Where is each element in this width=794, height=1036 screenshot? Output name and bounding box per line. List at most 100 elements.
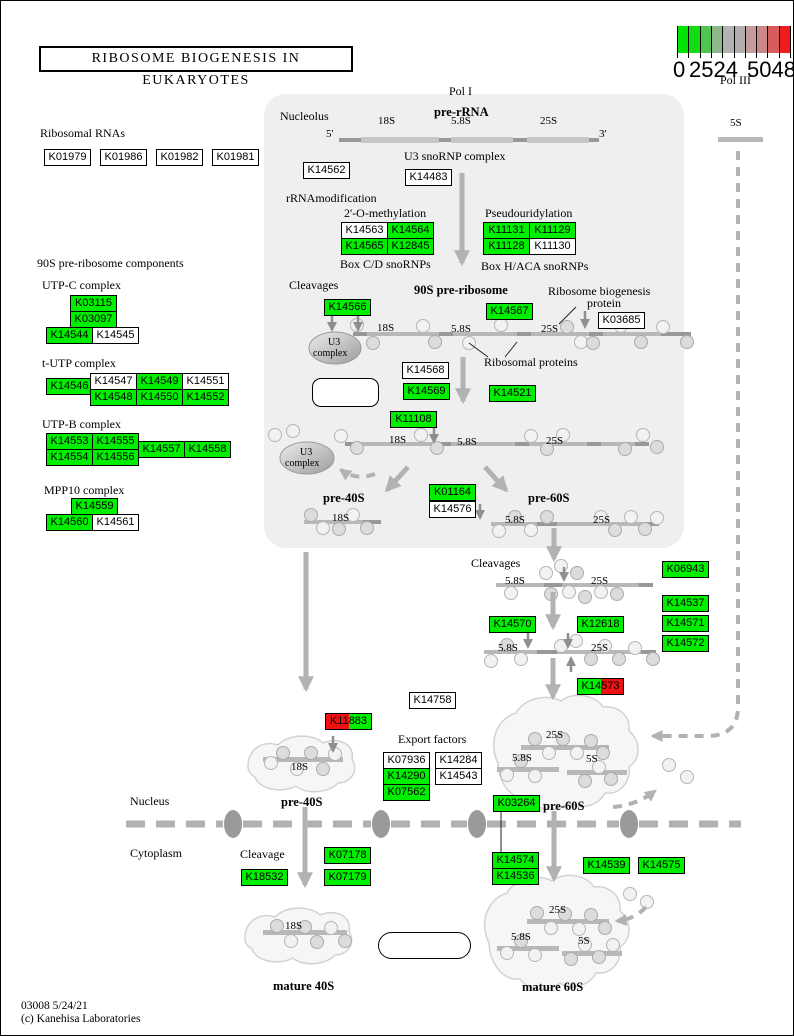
kbox-K14521[interactable]: K14521 <box>489 385 536 402</box>
kbox-K11108[interactable]: K11108 <box>390 411 437 428</box>
kbox-K14571[interactable]: K14571 <box>662 615 709 632</box>
kbox-K14550[interactable]: K14550 <box>136 389 183 406</box>
kbox-K14539[interactable]: K14539 <box>583 857 630 874</box>
ribosomal-protein-circle <box>528 948 542 962</box>
ribosomal-protein-circle <box>316 762 330 776</box>
kbox-K06943[interactable]: K06943 <box>662 561 709 578</box>
kbox-K11883[interactable]: K11883 <box>325 713 372 730</box>
ribosomal-protein-circle <box>610 587 624 601</box>
kbox-K12618[interactable]: K12618 <box>577 616 624 633</box>
kbox-K11129[interactable]: K11129 <box>529 222 576 239</box>
kbox-K14548[interactable]: K14548 <box>90 389 137 406</box>
kbox-K14568[interactable]: K14568 <box>402 362 449 379</box>
kbox-K14576[interactable]: K14576 <box>429 501 476 518</box>
kbox-K14556[interactable]: K14556 <box>92 449 139 466</box>
kbox-K11131[interactable]: K11131 <box>483 222 530 239</box>
kbox-K03097[interactable]: K03097 <box>70 311 117 328</box>
kbox-K14566[interactable]: K14566 <box>324 299 371 316</box>
ribosomal-protein-circle <box>286 424 300 438</box>
kbox-K14552[interactable]: K14552 <box>182 389 229 406</box>
kbox-K14573[interactable]: K14573 <box>577 678 624 695</box>
kbox-K14574[interactable]: K14574 <box>492 852 539 869</box>
kbox-K14544[interactable]: K14544 <box>46 327 93 344</box>
diagram-label: MPP10 complex <box>44 483 125 497</box>
kbox-K14758[interactable]: K14758 <box>409 692 456 709</box>
kbox-K14560[interactable]: K14560 <box>46 514 93 531</box>
ribosomal-protein-circle <box>554 639 568 653</box>
diagram-label: U3 <box>328 337 341 348</box>
kbox-K03115[interactable]: K03115 <box>70 295 117 312</box>
ribosomal-protein-circle <box>544 921 558 935</box>
u3-complex-ellipses <box>279 331 362 475</box>
kbox-K18532[interactable]: K18532 <box>241 869 288 886</box>
kbox-K14567[interactable]: K14567 <box>486 303 533 320</box>
kbox-K14284[interactable]: K14284 <box>435 752 482 769</box>
kbox-K14558[interactable]: K14558 <box>184 441 231 458</box>
kbox-K07936[interactable]: K07936 <box>383 752 430 769</box>
kbox-K12845[interactable]: K12845 <box>387 238 434 255</box>
ribosomal-protein-circle <box>298 920 312 934</box>
kbox-K03264[interactable]: K03264 <box>493 795 540 812</box>
kbox-K14570[interactable]: K14570 <box>489 616 536 633</box>
legend-tick <box>744 26 746 58</box>
legend-mid-value: 2524 <box>689 57 738 82</box>
kbox-K14562[interactable]: K14562 <box>303 162 350 179</box>
legend-tick <box>778 26 780 58</box>
kbox-K01986[interactable]: K01986 <box>100 149 147 166</box>
kbox-K14563[interactable]: K14563 <box>341 222 388 239</box>
ribosomal-protein-circle <box>528 732 542 746</box>
kbox-K14545[interactable]: K14545 <box>92 327 139 344</box>
kbox-K14483[interactable]: K14483 <box>405 169 452 186</box>
kbox-K14564[interactable]: K14564 <box>387 222 434 239</box>
kbox-K14549[interactable]: K14549 <box>136 373 183 390</box>
ribosomal-protein-circle <box>640 895 654 909</box>
u3-complex-ellipse <box>279 441 335 475</box>
kbox-K14537[interactable]: K14537 <box>662 595 709 612</box>
kbox-K11128[interactable]: K11128 <box>483 238 530 255</box>
ribosomal-protein-circle <box>638 522 652 536</box>
ribosomal-protein-circle <box>504 586 518 600</box>
kbox-K14559[interactable]: K14559 <box>71 498 118 515</box>
kbox-K14547[interactable]: K14547 <box>90 373 137 390</box>
kbox-K14561[interactable]: K14561 <box>92 514 139 531</box>
diagram-label: UTP-B complex <box>42 417 121 431</box>
kbox-K01979[interactable]: K01979 <box>44 149 91 166</box>
ribosomal-protein-circle <box>276 746 290 760</box>
kbox-K14554[interactable]: K14554 <box>46 449 93 466</box>
diagram-label: 25S <box>540 115 558 127</box>
kbox-K01981[interactable]: K01981 <box>212 149 259 166</box>
kbox-K07179[interactable]: K07179 <box>324 869 371 886</box>
kbox-K14565[interactable]: K14565 <box>341 238 388 255</box>
kbox-K14536[interactable]: K14536 <box>492 868 539 885</box>
kbox-K03685[interactable]: K03685 <box>598 312 645 329</box>
rna-bar <box>496 583 653 587</box>
ribosomal-protein-circle <box>524 523 538 537</box>
legend-max-value: 5048 <box>747 57 794 82</box>
diagram-label: Nucleolus <box>280 109 329 123</box>
diagram-label: 18S <box>378 115 396 127</box>
kbox-K14569[interactable]: K14569 <box>403 383 450 400</box>
particle-blobs <box>244 694 639 991</box>
kbox-K14546[interactable]: K14546 <box>46 378 93 395</box>
kbox-K01164[interactable]: K01164 <box>429 484 476 501</box>
kbox-half <box>326 714 349 729</box>
kbox-K14543[interactable]: K14543 <box>435 768 482 785</box>
kbox-K14555[interactable]: K14555 <box>92 433 139 450</box>
diagram-label: 5S <box>586 753 598 765</box>
kbox-K01982[interactable]: K01982 <box>156 149 203 166</box>
rna-bar <box>513 138 527 142</box>
kbox-K11130[interactable]: K11130 <box>529 238 576 255</box>
kbox-K14290[interactable]: K14290 <box>383 768 430 785</box>
ribosomal-protein-circle <box>598 921 612 935</box>
kbox-K14572[interactable]: K14572 <box>662 635 709 652</box>
kbox-K14553[interactable]: K14553 <box>46 433 93 450</box>
legend-tick <box>756 26 758 58</box>
kbox-K07562[interactable]: K07562 <box>383 784 430 801</box>
legend-tick <box>677 26 678 58</box>
kbox-K14575[interactable]: K14575 <box>638 857 685 874</box>
kbox-K14551[interactable]: K14551 <box>182 373 229 390</box>
kbox-K14557[interactable]: K14557 <box>138 441 185 458</box>
kbox-K07178[interactable]: K07178 <box>324 847 371 864</box>
diagram-label: Cleavages <box>289 278 339 292</box>
legend-min-value: 0 <box>673 57 686 82</box>
